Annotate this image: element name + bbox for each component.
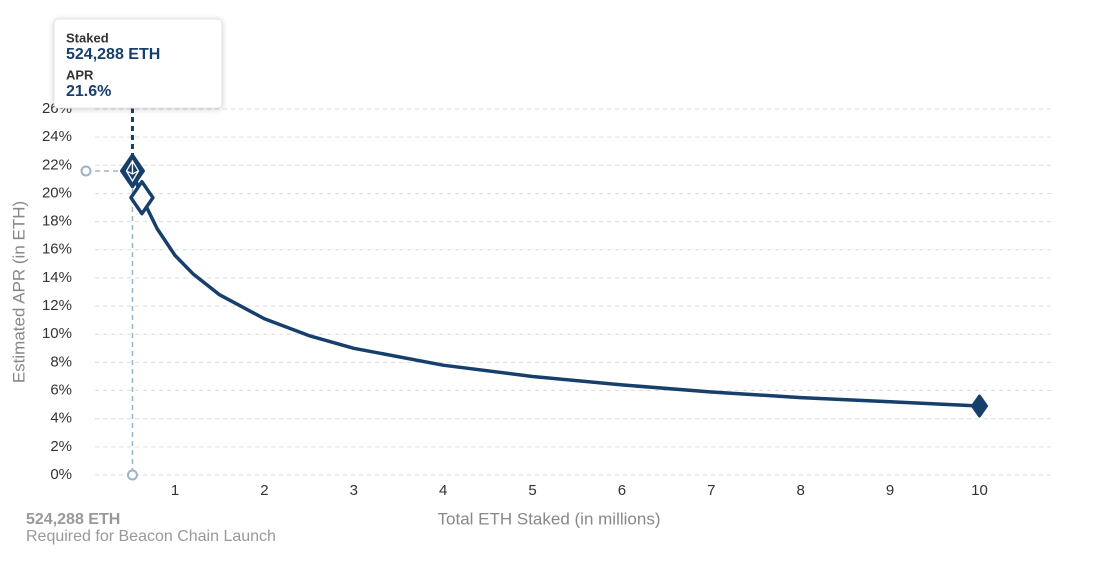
eth-icon (125, 159, 140, 183)
end-marker (970, 394, 988, 418)
tooltip-y-title: APR (66, 67, 94, 82)
tooltip: Staked 524,288 ETH APR 21.6% (53, 18, 223, 109)
y-tick-label: 12% (42, 297, 72, 314)
y-tick-label: 8% (50, 353, 72, 370)
x-tick-label: 8 (797, 482, 805, 499)
annotation-value: 524,288 ETH (26, 511, 120, 528)
y-tick-label: 0% (50, 466, 72, 483)
x-tick-label: 1 (171, 482, 179, 499)
y-tick-label: 20% (42, 184, 72, 201)
tooltip-box (53, 18, 223, 109)
line (130, 170, 980, 408)
y-tick-label: 24% (42, 128, 72, 145)
y-tick-label: 2% (50, 438, 72, 455)
x-tick-label: 6 (618, 482, 626, 499)
y-tick-label: 18% (42, 213, 72, 230)
y-tick-label: 14% (42, 269, 72, 286)
y-axis-label: Estimated APR (in ETH) (9, 201, 28, 383)
guide-dot (126, 469, 138, 481)
point-marker (129, 179, 155, 216)
x-tick-label: 2 (260, 482, 268, 499)
y-tick-label: 10% (42, 325, 72, 342)
guide-dot (80, 165, 92, 177)
tooltip-x-title: Staked (66, 30, 109, 45)
x-axis-label: Total ETH Staked (in millions) (438, 509, 661, 528)
annotation-label: Required for Beacon Chain Launch (26, 528, 276, 545)
y-tick-label: 6% (50, 382, 72, 399)
tooltip-y-value: 21.6% (66, 83, 111, 100)
x-tick-label: 5 (528, 482, 536, 499)
tooltip-x-value: 524,288 ETH (66, 46, 160, 63)
x-tick-label: 7 (707, 482, 715, 499)
y-tick-label: 22% (42, 156, 72, 173)
y-tick-label: 16% (42, 241, 72, 258)
y-tick-label: 4% (50, 410, 72, 427)
x-tick-label: 3 (350, 482, 358, 499)
x-tick-label: 4 (439, 482, 447, 499)
x-tick-label: 10 (971, 482, 988, 499)
x-tick-label: 9 (886, 482, 894, 499)
